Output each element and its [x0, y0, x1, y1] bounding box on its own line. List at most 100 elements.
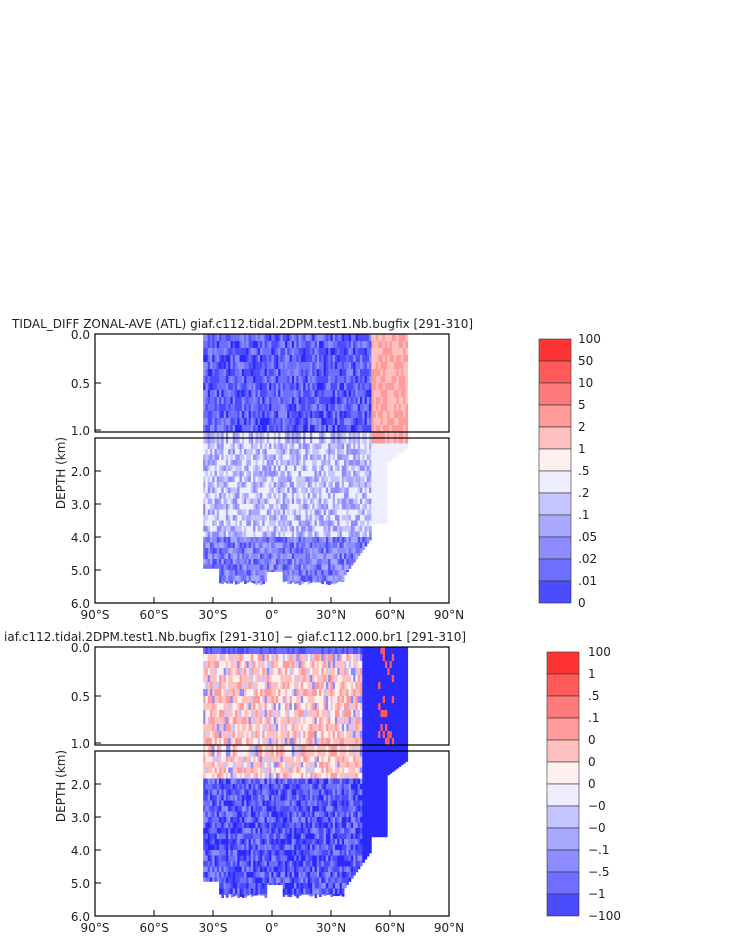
heatmap-cell: [282, 348, 286, 356]
heatmap-cell: [259, 476, 263, 483]
heatmap-cell: [280, 449, 284, 455]
heatmap-cell: [203, 548, 206, 554]
heatmap-cell: [323, 443, 327, 450]
heatmap-cell: [239, 806, 243, 812]
heatmap-cell: [244, 559, 247, 565]
heatmap-cell: [394, 383, 397, 391]
heatmap-cell: [264, 509, 268, 516]
heatmap-cell: [353, 397, 356, 405]
heatmap-cell: [225, 738, 229, 746]
heatmap-cell: [246, 548, 250, 554]
heatmap-cell: [219, 548, 222, 554]
heatmap-cell: [214, 537, 218, 543]
heatmap-cell: [221, 703, 225, 711]
heatmap-cell: [321, 449, 325, 455]
heatmap-cell: [364, 515, 368, 521]
heatmap-cell: [228, 404, 231, 412]
heatmap-cell: [366, 376, 370, 384]
heatmap-cell: [294, 390, 297, 398]
heatmap-cell: [228, 762, 231, 768]
heatmap-cell: [205, 355, 209, 363]
heatmap-cell: [221, 773, 225, 779]
heatmap-cell: [291, 647, 295, 655]
heatmap-cell: [255, 397, 259, 405]
heatmap-cell: [219, 795, 222, 801]
heatmap-cell: [228, 738, 231, 746]
heatmap-cell: [353, 493, 356, 499]
heatmap-cell: [248, 850, 252, 856]
heatmap-cell: [255, 731, 259, 739]
heatmap-cell: [355, 553, 359, 560]
heatmap-cell: [319, 334, 322, 342]
heatmap-cell: [275, 376, 279, 384]
heatmap-cell: [241, 844, 245, 851]
heatmap-cell: [382, 418, 386, 426]
heatmap-cell: [225, 334, 229, 342]
heatmap-cell: [250, 883, 254, 889]
heatmap-cell: [371, 460, 375, 466]
heatmap-cell: [298, 548, 302, 554]
heatmap-cell: [203, 710, 206, 718]
heatmap-cell: [378, 355, 381, 363]
heatmap-cell: [264, 800, 268, 807]
heatmap-cell: [248, 778, 252, 785]
heatmap-cell: [275, 724, 279, 732]
heatmap-cell: [248, 471, 252, 477]
heatmap-cell: [328, 537, 331, 543]
heatmap-cell: [269, 397, 272, 405]
heatmap-cell: [221, 498, 225, 505]
x-tick-label: 30°S: [199, 608, 228, 622]
heatmap-cell: [205, 703, 209, 711]
heatmap-cell: [284, 581, 288, 582]
heatmap-cell: [248, 553, 252, 560]
heatmap-cell: [237, 806, 240, 812]
heatmap-cell: [403, 390, 406, 398]
heatmap-cell: [262, 487, 265, 494]
heatmap-cell: [341, 570, 345, 576]
heatmap-cell: [289, 449, 293, 455]
heatmap-cell: [328, 460, 331, 466]
heatmap-cell: [312, 397, 315, 405]
heatmap-cell: [214, 866, 218, 873]
heatmap-cell: [382, 520, 386, 525]
heatmap-cell: [225, 548, 229, 554]
heatmap-cell: [225, 817, 229, 823]
heatmap-cell: [221, 559, 225, 565]
heatmap-cell: [246, 404, 250, 412]
heatmap-cell: [232, 542, 236, 549]
heatmap-cell: [257, 570, 261, 576]
heatmap-cell: [250, 504, 254, 510]
heatmap-cell: [346, 376, 350, 384]
heatmap-cell: [298, 559, 302, 565]
heatmap-cell: [214, 682, 218, 690]
heatmap-cell: [266, 800, 270, 807]
heatmap-cell: [280, 537, 284, 543]
heatmap-cell: [257, 710, 261, 718]
heatmap-cell: [339, 515, 343, 521]
heatmap-cell: [398, 362, 402, 370]
heatmap-cell: [214, 397, 218, 405]
heatmap-cell: [216, 454, 220, 461]
heatmap-cell: [366, 397, 370, 405]
heatmap-cell: [237, 482, 240, 488]
heatmap-cell: [225, 341, 229, 349]
heatmap-cell: [234, 334, 238, 342]
heatmap-cell: [239, 784, 243, 790]
heatmap-cell: [239, 425, 243, 433]
heatmap-cell: [282, 789, 286, 796]
heatmap-cell: [359, 397, 363, 405]
heatmap-cell: [225, 482, 229, 488]
heatmap-cell: [380, 411, 384, 419]
heatmap-cell: [378, 498, 381, 505]
heatmap-cell: [382, 460, 386, 466]
heatmap-cell: [223, 773, 227, 779]
heatmap-cell: [214, 526, 218, 532]
heatmap-cell: [230, 811, 234, 818]
heatmap-cell: [384, 390, 388, 398]
heatmap-cell: [294, 564, 297, 571]
heatmap-cell: [214, 756, 218, 763]
heatmap-cell: [366, 504, 370, 510]
heatmap-cell: [223, 504, 227, 510]
heatmap-cell: [239, 668, 243, 676]
